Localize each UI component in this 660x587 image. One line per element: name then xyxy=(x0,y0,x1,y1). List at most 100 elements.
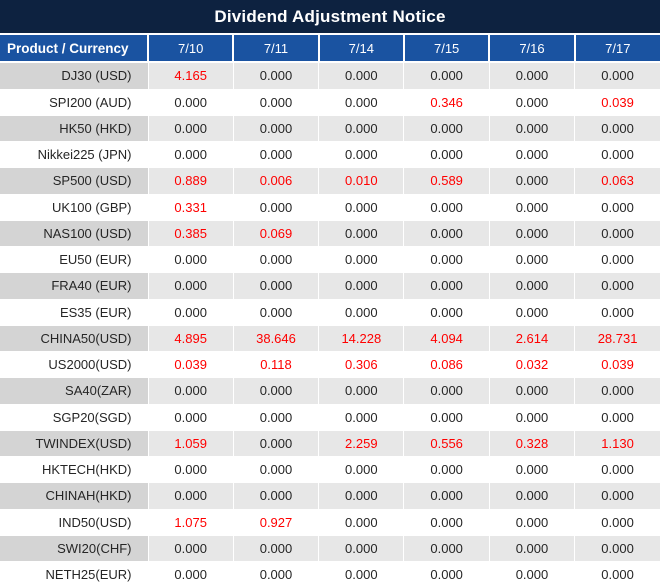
table-row: IND50(USD) 1.075 0.927 0.000 0.000 0.000 0.000 xyxy=(0,508,660,536)
dividend-value-cell: 0.000 xyxy=(574,246,660,273)
dividend-value-cell: 0.000 xyxy=(147,141,234,168)
dividend-value-cell: 0.000 xyxy=(147,456,234,483)
dividend-value-cell: 4.094 xyxy=(403,324,490,352)
date-header: 7/10 xyxy=(146,35,234,63)
dividend-value-cell: 0.000 xyxy=(403,141,490,168)
dividend-value-cell: 0.000 xyxy=(147,88,234,116)
dividend-value-cell: 0.118 xyxy=(232,351,319,378)
product-label: FRA40 (EUR) xyxy=(0,272,148,300)
table-row: CHINA50(USD) 4.895 38.646 14.228 4.094 2.614 2… xyxy=(0,324,660,352)
table-row: DJ30 (USD) 4.165 0.000 0.000 0.000 0.000 0.000 xyxy=(0,61,660,90)
dividend-value-cell: 0.000 xyxy=(403,114,490,142)
product-currency-header: Product / Currency xyxy=(0,35,148,63)
product-label: SGP20(SGD) xyxy=(0,403,148,431)
dividend-value-cell: 4.165 xyxy=(147,61,234,90)
date-header: 7/11 xyxy=(232,35,319,63)
dividend-value-cell: 0.000 xyxy=(488,508,575,536)
title-bar: Dividend Adjustment Notice xyxy=(0,0,660,33)
dividend-value-cell: 0.000 xyxy=(147,403,234,431)
dividend-value-cell: 0.000 xyxy=(574,272,660,300)
dividend-value-cell: 0.000 xyxy=(488,141,575,168)
dividend-value-cell: 0.000 xyxy=(403,534,490,562)
dividend-value-cell: 0.000 xyxy=(574,377,660,405)
table-row: EU50 (EUR) 0.000 0.000 0.000 0.000 0.000 0.000 xyxy=(0,246,660,273)
dividend-value-cell: 0.000 xyxy=(574,561,660,587)
dividend-value-cell: 0.000 xyxy=(403,377,490,405)
dividend-value-cell: 0.000 xyxy=(403,298,490,326)
dividend-value-cell: 0.000 xyxy=(488,534,575,562)
dividend-value-cell: 0.010 xyxy=(318,167,404,195)
date-header: 7/17 xyxy=(573,35,660,63)
dividend-value-cell: 0.000 xyxy=(232,88,319,116)
dividend-value-cell: 0.000 xyxy=(403,561,490,587)
dividend-value-cell: 0.000 xyxy=(318,61,404,90)
dividend-value-cell: 0.000 xyxy=(147,246,234,273)
product-label: IND50(USD) xyxy=(0,508,148,536)
dividend-value-cell: 0.328 xyxy=(488,429,575,457)
product-label: SWI20(CHF) xyxy=(0,534,148,562)
dividend-value-cell: 0.000 xyxy=(403,272,490,300)
dividend-value-cell: 0.000 xyxy=(147,272,234,300)
dividend-value-cell: 0.000 xyxy=(488,403,575,431)
table-row: TWINDEX(USD) 1.059 0.000 2.259 0.556 0.328 1.1… xyxy=(0,429,660,457)
table-row: UK100 (GBP) 0.331 0.000 0.000 0.000 0.000 0.00… xyxy=(0,193,660,221)
dividend-value-cell: 0.000 xyxy=(318,219,404,247)
dividend-value-cell: 0.000 xyxy=(403,61,490,90)
dividend-value-cell: 0.000 xyxy=(403,219,490,247)
table-row: NAS100 (USD) 0.385 0.069 0.000 0.000 0.000 0.0… xyxy=(0,219,660,247)
table-row: US2000(USD) 0.039 0.118 0.306 0.086 0.032 0.03… xyxy=(0,351,660,378)
table-body: DJ30 (USD) 4.165 0.000 0.000 0.000 0.000 0.000… xyxy=(0,61,660,587)
table-row: HK50 (HKD) 0.000 0.000 0.000 0.000 0.000 0.000 xyxy=(0,114,660,142)
dividend-value-cell: 0.000 xyxy=(318,298,404,326)
dividend-value-cell: 0.000 xyxy=(488,219,575,247)
dividend-value-cell: 0.000 xyxy=(232,561,319,587)
dividend-value-cell: 0.039 xyxy=(574,351,660,378)
dividend-value-cell: 0.000 xyxy=(232,534,319,562)
dividend-value-cell: 0.000 xyxy=(403,508,490,536)
table-row: SA40(ZAR) 0.000 0.000 0.000 0.000 0.000 0.000 xyxy=(0,377,660,405)
product-label: CHINA50(USD) xyxy=(0,324,148,352)
product-label: SP500 (USD) xyxy=(0,167,148,195)
dividend-value-cell: 0.000 xyxy=(232,482,319,510)
dividend-value-cell: 0.000 xyxy=(318,88,404,116)
dividend-value-cell: 0.000 xyxy=(232,377,319,405)
dividend-value-cell: 0.000 xyxy=(318,508,404,536)
dividend-value-cell: 2.259 xyxy=(318,429,404,457)
product-label: Nikkei225 (JPN) xyxy=(0,141,148,168)
product-label: HK50 (HKD) xyxy=(0,114,148,142)
dividend-value-cell: 0.306 xyxy=(318,351,404,378)
dividend-value-cell: 0.000 xyxy=(147,298,234,326)
dividend-value-cell: 1.075 xyxy=(147,508,234,536)
dividend-value-cell: 0.000 xyxy=(403,456,490,483)
dividend-value-cell: 0.000 xyxy=(147,561,234,587)
dividend-value-cell: 0.000 xyxy=(232,403,319,431)
dividend-value-cell: 0.000 xyxy=(574,482,660,510)
dividend-value-cell: 0.000 xyxy=(147,482,234,510)
dividend-value-cell: 0.000 xyxy=(232,456,319,483)
product-label: HKTECH(HKD) xyxy=(0,456,148,483)
dividend-value-cell: 0.000 xyxy=(147,377,234,405)
dividend-value-cell: 0.000 xyxy=(488,88,575,116)
dividend-value-cell: 0.000 xyxy=(318,561,404,587)
dividend-value-cell: 0.000 xyxy=(574,193,660,221)
dividend-value-cell: 0.889 xyxy=(147,167,234,195)
table-row: SP500 (USD) 0.889 0.006 0.010 0.589 0.000 0.06… xyxy=(0,167,660,195)
dividend-value-cell: 0.000 xyxy=(403,246,490,273)
dividend-value-cell: 0.000 xyxy=(574,114,660,142)
table-row: CHINAH(HKD) 0.000 0.000 0.000 0.000 0.000 0.00… xyxy=(0,482,660,510)
dividend-value-cell: 0.000 xyxy=(318,456,404,483)
dividend-value-cell: 0.000 xyxy=(488,561,575,587)
dividend-value-cell: 0.006 xyxy=(232,167,319,195)
dividend-value-cell: 0.000 xyxy=(574,508,660,536)
dividend-value-cell: 0.331 xyxy=(147,193,234,221)
dividend-value-cell: 0.000 xyxy=(318,193,404,221)
dividend-value-cell: 28.731 xyxy=(574,324,660,352)
dividend-value-cell: 0.556 xyxy=(403,429,490,457)
dividend-value-cell: 0.069 xyxy=(232,219,319,247)
dividend-value-cell: 0.000 xyxy=(403,482,490,510)
table-row: HKTECH(HKD) 0.000 0.000 0.000 0.000 0.000 0.00… xyxy=(0,456,660,483)
dividend-value-cell: 0.000 xyxy=(318,272,404,300)
dividend-value-cell: 0.000 xyxy=(232,193,319,221)
dividend-value-cell: 0.000 xyxy=(488,298,575,326)
